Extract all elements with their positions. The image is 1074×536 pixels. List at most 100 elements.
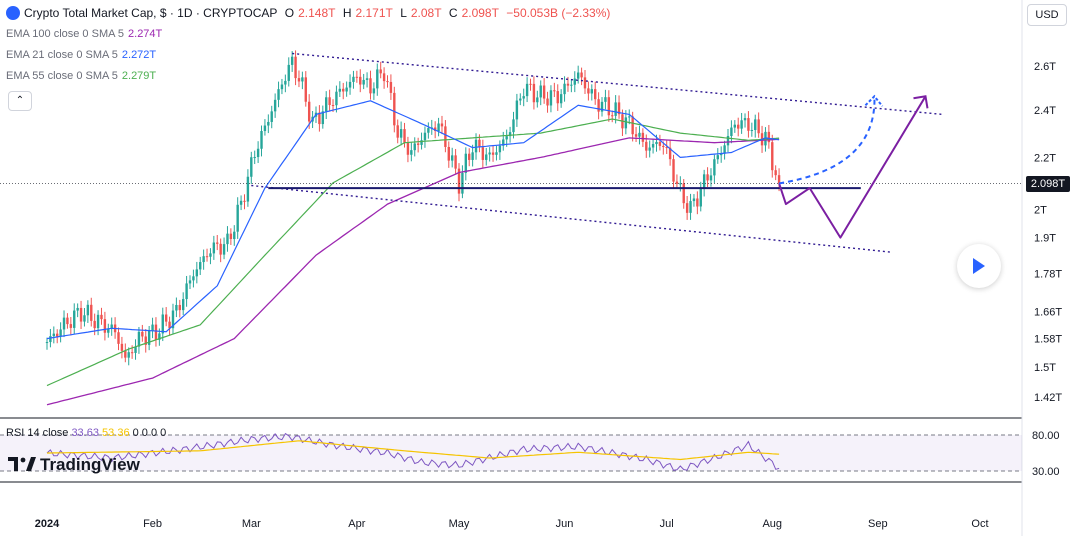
candle-body xyxy=(440,123,444,127)
candle-body xyxy=(406,142,410,155)
candle-body xyxy=(420,140,423,145)
candle-body xyxy=(202,256,205,263)
candle-body xyxy=(389,81,393,93)
time-tick-label: Jun xyxy=(556,518,574,530)
price-tick-label: 1.42T xyxy=(1034,392,1062,404)
rsi-legend[interactable]: RSI 14 close 33.63 53.36 0 0 0 0 xyxy=(6,427,166,439)
candle-body xyxy=(209,253,212,257)
candle-body xyxy=(277,89,280,100)
candle-body xyxy=(294,56,297,79)
price-axis[interactable]: 2.6T 2.4T 2.2T 2T 1.9T 1.78T 1.66T 1.58T 1.5T 1.4… xyxy=(1032,61,1062,478)
candle-body xyxy=(372,88,376,94)
candle-body xyxy=(512,119,515,133)
candle-body xyxy=(576,72,580,79)
ema100-legend[interactable]: EMA 100 close 0 SMA 5 2.274T xyxy=(6,28,166,40)
candle-body xyxy=(144,336,147,345)
candle-body xyxy=(488,152,491,155)
open-value: 2.148T xyxy=(298,6,336,20)
candle-body xyxy=(382,73,386,82)
candle-body xyxy=(471,152,474,160)
candle-body xyxy=(662,145,665,148)
ema55-value: 2.279T xyxy=(121,70,157,82)
candle-body xyxy=(433,127,437,131)
time-axis[interactable]: 2024 Feb Mar Apr May Jun Jul Aug Sep Oct xyxy=(35,518,989,530)
candle-body xyxy=(396,125,399,138)
ema55-legend[interactable]: EMA 55 close 0 SMA 5 2.279T xyxy=(6,70,160,82)
candle-body xyxy=(56,333,59,337)
candle-body xyxy=(570,84,573,86)
ema21-value: 2.272T xyxy=(121,49,157,61)
ema100-label: EMA 100 close 0 SMA 5 xyxy=(6,28,125,40)
ema21-legend[interactable]: EMA 21 close 0 SMA 5 2.272T xyxy=(6,49,160,61)
candle-body xyxy=(76,307,79,311)
candle-body xyxy=(199,262,202,270)
candle-body xyxy=(474,139,478,153)
candle-body xyxy=(481,147,485,160)
candle-body xyxy=(287,64,290,81)
candle-body xyxy=(502,139,505,146)
change-value: −50.053B (−2.33%) xyxy=(506,6,611,20)
candle-body xyxy=(83,315,86,322)
candle-body xyxy=(338,88,342,92)
price-tick-label: 1.66T xyxy=(1034,307,1062,319)
candle-body xyxy=(365,78,369,80)
projection-arrowhead xyxy=(913,95,929,109)
collapse-legend-button[interactable]: ⌃ xyxy=(8,91,32,111)
play-icon xyxy=(973,258,985,274)
replay-button[interactable] xyxy=(957,244,1001,288)
ema100-line xyxy=(46,137,780,406)
candle-body xyxy=(559,94,563,104)
candle-body xyxy=(478,139,481,148)
rsi-label: RSI 14 close xyxy=(6,427,69,439)
candle-body xyxy=(590,89,593,94)
candle-body xyxy=(243,200,246,202)
ema-lines xyxy=(46,100,780,406)
candle-body xyxy=(86,304,90,316)
candle-body xyxy=(280,84,284,90)
candle-body xyxy=(307,101,311,122)
grid xyxy=(0,0,1023,536)
time-tick-label: May xyxy=(449,518,470,530)
candle-body xyxy=(226,233,229,245)
candle-body xyxy=(290,56,294,65)
time-tick-label: 2024 xyxy=(35,518,60,530)
candle-body xyxy=(185,283,188,300)
symbol-header: Crypto Total Market Cap, $ · 1D · CRYPTO… xyxy=(6,6,614,20)
candle-body xyxy=(250,157,253,177)
candle-body xyxy=(427,128,430,133)
open-label: O xyxy=(284,6,295,20)
symbol-title[interactable]: Crypto Total Market Cap, $ · 1D · CRYPTO… xyxy=(24,6,278,20)
close-value: 2.098T xyxy=(461,6,499,20)
candle-body xyxy=(553,90,556,92)
candle-body xyxy=(127,352,130,358)
candle-body xyxy=(447,146,450,161)
candle-body xyxy=(110,324,113,329)
candle-body xyxy=(716,155,719,160)
candle-body xyxy=(607,97,611,116)
candle-body xyxy=(713,159,716,176)
candle-body xyxy=(692,198,696,202)
candle-body xyxy=(747,118,750,131)
close-label: C xyxy=(448,6,458,20)
candle-body xyxy=(597,99,600,112)
candle-body xyxy=(376,69,379,89)
candle-body xyxy=(284,80,287,85)
candle-body xyxy=(699,189,702,207)
candle-body xyxy=(573,78,576,85)
candle-body xyxy=(468,153,471,160)
candle-body xyxy=(59,329,62,337)
candle-body xyxy=(757,119,760,134)
currency-button[interactable]: USD xyxy=(1027,4,1067,26)
candle-body xyxy=(164,314,168,322)
candle-body xyxy=(335,91,338,106)
candle-body xyxy=(774,170,777,176)
candle-body xyxy=(151,324,154,331)
crypto-icon xyxy=(6,6,20,20)
candle-body xyxy=(658,141,662,146)
candle-body xyxy=(410,150,413,155)
tradingview-logo[interactable]: TradingView xyxy=(8,455,140,475)
candle-body xyxy=(103,319,107,333)
candle-body xyxy=(651,144,655,148)
rsi-sma-line xyxy=(47,440,780,461)
